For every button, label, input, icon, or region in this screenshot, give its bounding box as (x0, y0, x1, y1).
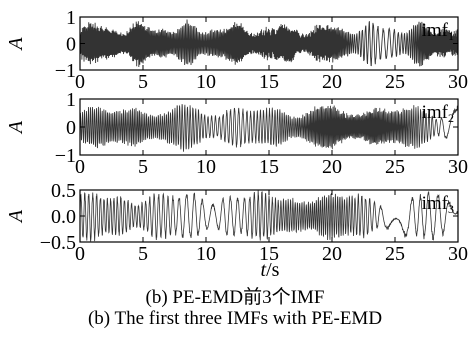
y-tick-label: 0.5 (51, 180, 76, 202)
y-tick-label: −1 (55, 60, 76, 82)
x-tick-label: 5 (138, 243, 148, 265)
x-tick-label: 30 (448, 156, 468, 178)
y-axis-label: A (5, 37, 27, 52)
x-tick-label: 0 (75, 71, 85, 93)
x-tick-label: 15 (259, 243, 279, 265)
series-label: imf3 (422, 193, 454, 216)
y-tick-label: 1 (66, 7, 76, 29)
x-tick-label: 5 (138, 71, 148, 93)
x-axis-label: t/s (261, 259, 280, 281)
x-tick-label: 30 (448, 243, 468, 265)
x-tick-label: 15 (259, 156, 279, 178)
x-tick-label: 20 (322, 71, 342, 93)
y-tick-label: 0 (66, 117, 76, 139)
y-axis-label: A (5, 120, 27, 135)
imf-1-trace (79, 19, 459, 68)
x-tick-label: 30 (448, 71, 468, 93)
x-tick-label: 20 (322, 243, 342, 265)
x-tick-label: 25 (385, 156, 405, 178)
x-tick-label: 25 (385, 71, 405, 93)
caption-english: (b) The first three IMFs with PE-EMD (87, 308, 383, 329)
x-tick-label: 20 (322, 156, 342, 178)
x-tick-label: 10 (196, 71, 216, 93)
imf-3-trace (79, 190, 459, 242)
x-tick-label: 10 (196, 243, 216, 265)
x-tick-label: 15 (259, 71, 279, 93)
caption-chinese: (b) PE-EMD前3个IMF (145, 287, 325, 308)
imf-2-trace (79, 104, 459, 152)
y-tick-label: −1 (55, 145, 76, 167)
series-label: imf2 (422, 102, 454, 125)
series-label: imf1 (422, 20, 454, 43)
x-tick-label: 10 (196, 156, 216, 178)
y-tick-label: −0.5 (40, 232, 76, 254)
x-tick-label: 25 (385, 243, 405, 265)
y-tick-label: 1 (66, 89, 76, 111)
x-tick-label: 5 (138, 156, 148, 178)
y-tick-label: 0.0 (51, 206, 76, 228)
x-tick-label: 0 (75, 156, 85, 178)
y-axis-label: A (5, 209, 27, 224)
x-tick-label: 0 (75, 243, 85, 265)
y-tick-label: 0 (66, 34, 76, 56)
